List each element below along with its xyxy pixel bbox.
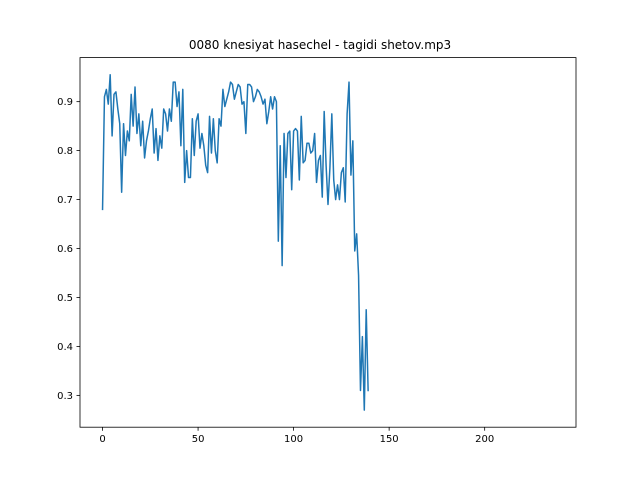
x-tick-label: 0 xyxy=(99,434,105,445)
series-layer xyxy=(101,73,369,411)
plot-area-frame xyxy=(79,57,577,428)
series-line-0 xyxy=(101,73,369,411)
x-tick-label: 100 xyxy=(284,434,303,445)
chart-title: 0080 knesiyat hasechel - tagidi shetov.m… xyxy=(189,38,451,52)
y-tick-label: 0.4 xyxy=(57,342,73,353)
x-tick-label: 200 xyxy=(475,434,494,445)
y-tick-label: 0.7 xyxy=(57,195,73,206)
x-tick-label: 150 xyxy=(380,434,399,445)
y-tick-label: 0.9 xyxy=(57,97,73,108)
y-tick-label: 0.6 xyxy=(57,244,73,255)
x-tick-label: 50 xyxy=(192,434,205,445)
y-tick-label: 0.8 xyxy=(57,146,73,157)
y-tick-label: 0.5 xyxy=(57,293,73,304)
y-tick-label: 0.3 xyxy=(57,391,73,402)
axes-layer: 0 50 100 150 200 0.3 0.4 0.5 0.6 0.7 0.8 0.9 xyxy=(57,57,577,445)
